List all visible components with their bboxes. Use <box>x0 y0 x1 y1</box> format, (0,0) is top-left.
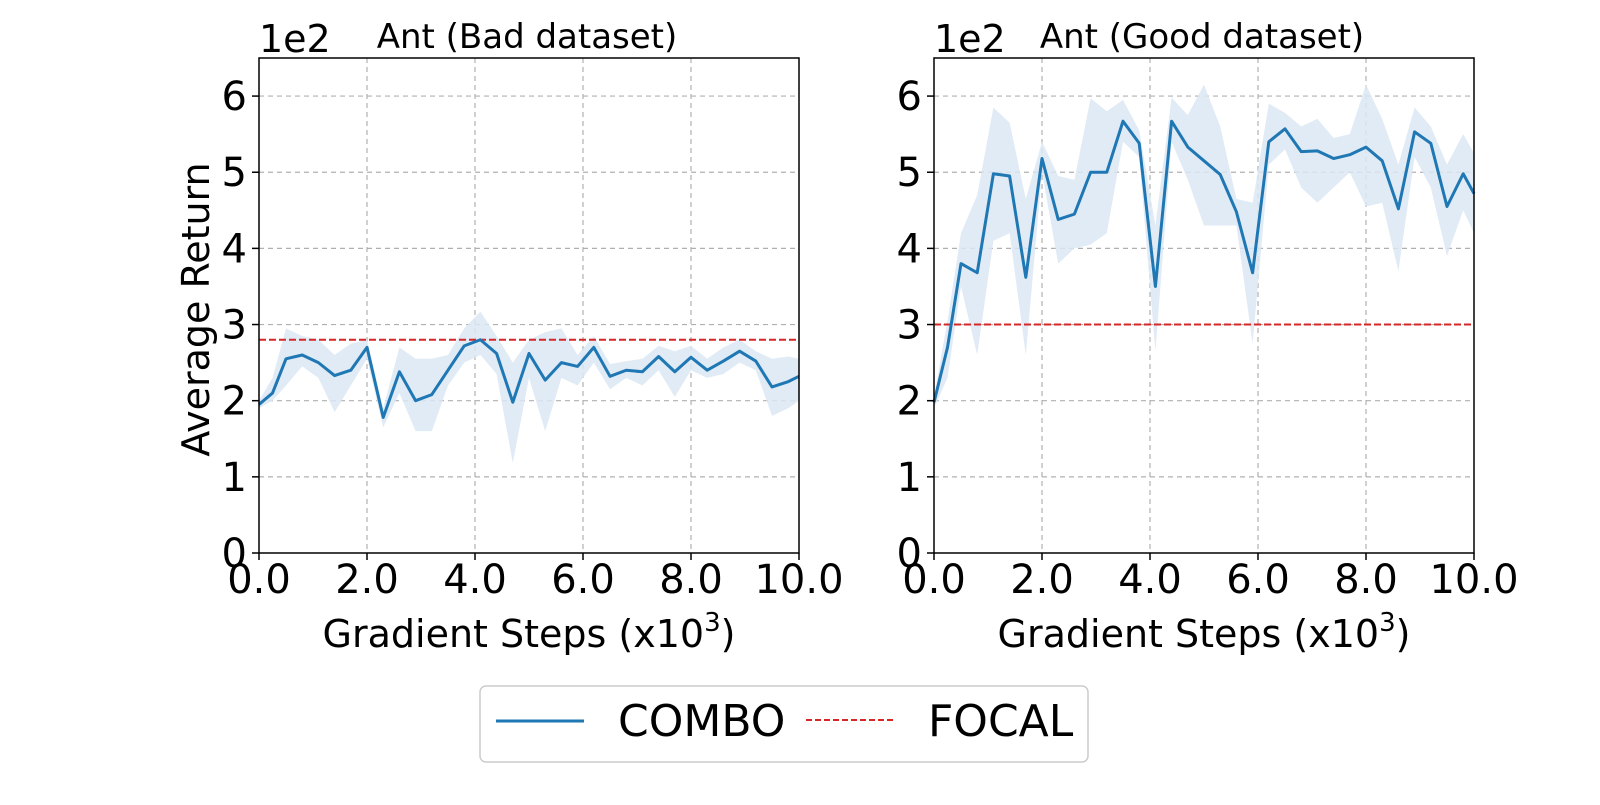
y-tick-label: 5 <box>897 150 922 196</box>
y-tick-label: 4 <box>897 226 922 272</box>
y-tick-label: 0 <box>222 531 247 577</box>
y-tick-label: 3 <box>222 303 247 349</box>
x-tick-label: 6.0 <box>1226 557 1290 603</box>
y-tick-label: 5 <box>222 150 247 196</box>
y-tick-label: 6 <box>222 74 247 120</box>
x-tick-label: 0.0 <box>902 557 966 603</box>
y-tick-label: 1 <box>222 455 247 501</box>
y-tick-label: 2 <box>897 379 922 425</box>
legend-label-combo: COMBO <box>618 696 785 747</box>
y-tick-label: 4 <box>222 226 247 272</box>
legend: COMBO FOCAL <box>479 685 1089 763</box>
y-tick-label: 6 <box>897 74 922 120</box>
plot-frame <box>933 57 1475 554</box>
y-axis-label: Average Return <box>174 162 218 456</box>
x-axis-label: Gradient Steps (x103) <box>998 608 1411 656</box>
y-tick-label: 1 <box>897 455 922 501</box>
y-scale-label: 1e2 <box>934 17 1006 61</box>
y-tick-label: 3 <box>897 303 922 349</box>
x-axis-label: Gradient Steps (x103) <box>323 608 736 656</box>
x-tick-label: 4.0 <box>1118 557 1182 603</box>
panel-ant-bad-dataset: 0.0 2.0 4.0 6.0 8.0 10.0 0 1 2 3 4 5 6 1e2 Ant (Bad da… <box>174 17 844 656</box>
panel-ant-good-dataset: 0.0 2.0 4.0 6.0 8.0 10.0 0 1 2 3 4 5 6 1e2 Ant (Good d… <box>897 17 1519 656</box>
x-tick-label: 10.0 <box>1429 557 1518 603</box>
legend-label-focal: FOCAL <box>928 696 1074 747</box>
x-tick-label: 0.0 <box>227 557 291 603</box>
x-tick-label: 2.0 <box>335 557 399 603</box>
x-tick-label: 6.0 <box>551 557 615 603</box>
plot-frame <box>258 57 800 554</box>
combo-confidence-band <box>934 84 1474 409</box>
legend-frame <box>479 685 1089 763</box>
x-tick-label: 4.0 <box>443 557 507 603</box>
chart-title: Ant (Good dataset) <box>1040 17 1364 57</box>
y-tick-label: 2 <box>222 379 247 425</box>
chart-title: Ant (Bad dataset) <box>377 17 678 57</box>
x-tick-label: 10.0 <box>754 557 843 603</box>
combo-line <box>932 119 1476 403</box>
x-tick-label: 8.0 <box>659 557 723 603</box>
combo-confidence-band <box>259 311 799 464</box>
combo-line <box>258 338 800 419</box>
y-tick-label: 0 <box>897 531 922 577</box>
x-tick-label: 8.0 <box>1334 557 1398 603</box>
x-tick-label: 2.0 <box>1010 557 1074 603</box>
y-scale-label: 1e2 <box>259 17 331 61</box>
